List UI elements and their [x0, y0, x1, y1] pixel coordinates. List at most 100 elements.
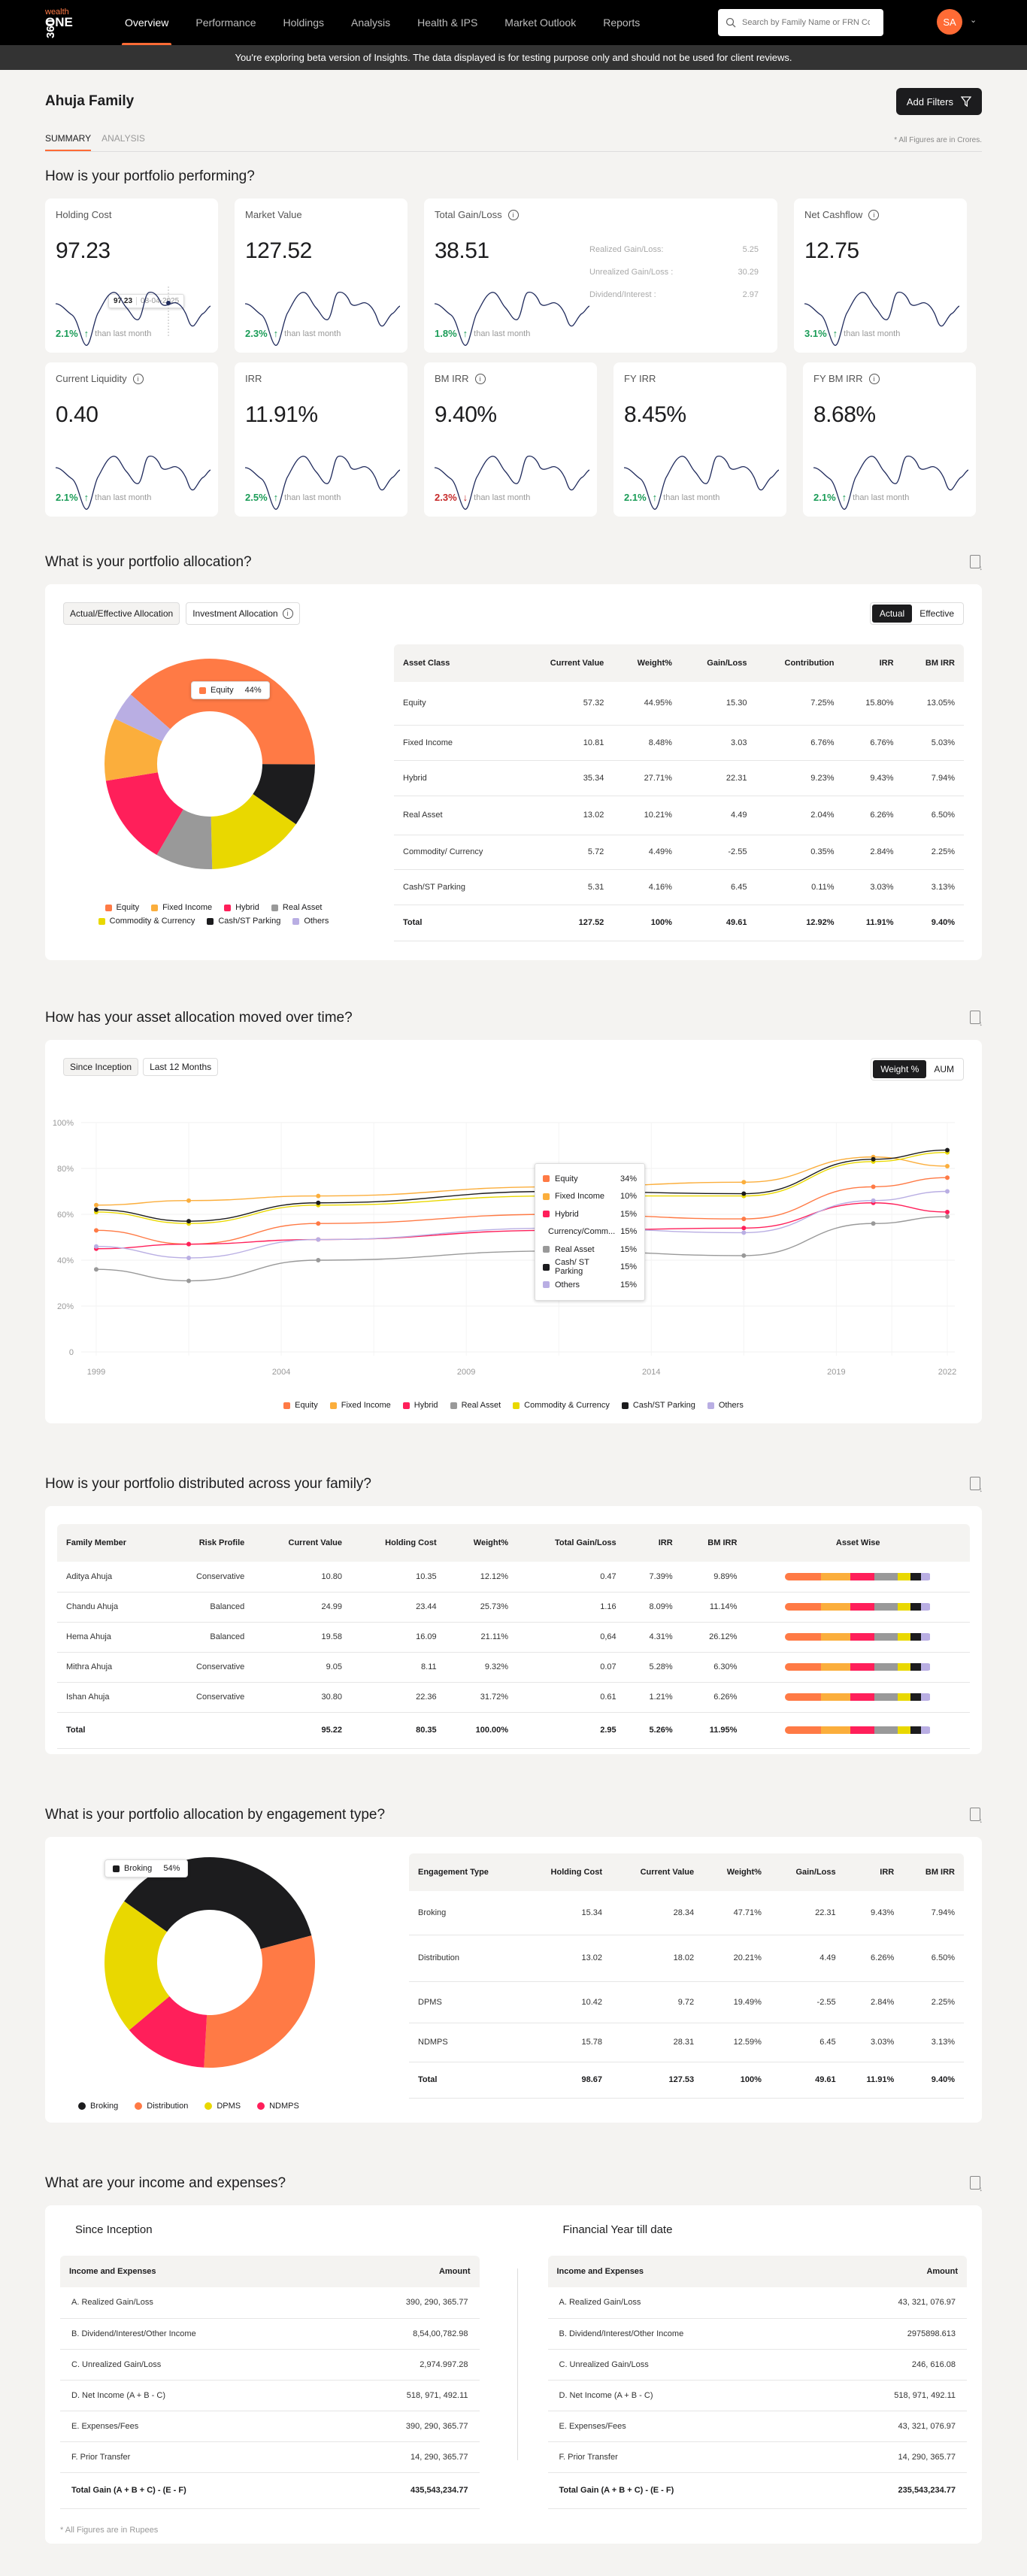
legend-item[interactable]: Real Asset — [271, 903, 323, 912]
asset-wise-bar[interactable] — [784, 1726, 932, 1734]
legend-item[interactable]: NDMPS — [257, 2102, 299, 2111]
table-row[interactable]: F. Prior Transfer 14, 290, 365.77 — [60, 2441, 480, 2473]
table-row[interactable]: Chandu Ahuja Balanced 24.99 23.44 25.73% 1.16… — [57, 1592, 970, 1623]
nav-item-market-outlook[interactable]: Market Outlook — [504, 17, 577, 29]
engagement-donut-chart[interactable] — [101, 1853, 319, 2071]
download-icon[interactable] — [968, 1011, 983, 1027]
table-row[interactable]: F. Prior Transfer 14, 290, 365.77 — [547, 2441, 967, 2473]
table-row[interactable]: Hema Ahuja Balanced 19.58 16.09 21.11% 0,64 4.… — [57, 1622, 970, 1653]
legend-item[interactable]: Cash/ST Parking — [207, 917, 280, 926]
table-row[interactable]: Real Asset 13.02 10.21% 4.49 2.04% 6.26% 6.50% — [394, 796, 964, 835]
nav-item-reports[interactable]: Reports — [603, 17, 641, 29]
series-line[interactable] — [95, 1190, 948, 1259]
user-avatar[interactable]: SA — [937, 9, 962, 35]
nav-item-health-ips[interactable]: Health & IPS — [417, 17, 478, 29]
allocation-line-chart[interactable]: 100% 80% 60% 40% 20% 0 1999 2004 2009 2014 2019 202… — [45, 1100, 982, 1386]
donut-slice[interactable] — [114, 694, 171, 741]
table-row[interactable]: E. Expenses/Fees 390, 290, 365.77 — [60, 2411, 480, 2442]
download-icon[interactable] — [968, 1808, 983, 1824]
table-row[interactable]: Cash/ST Parking 5.31 4.16% 6.45 0.11% 3.03% 3.… — [394, 869, 964, 905]
info-icon[interactable]: i — [868, 209, 880, 220]
nav-item-overview[interactable]: Overview — [111, 0, 182, 45]
download-icon[interactable] — [968, 555, 983, 571]
download-icon[interactable] — [968, 1477, 983, 1493]
table-row[interactable]: C. Unrealized Gain/Loss 2,974.997.28 — [60, 2349, 480, 2381]
download-icon[interactable] — [968, 2176, 983, 2193]
donut-slice[interactable] — [129, 1996, 208, 2068]
series-line[interactable] — [95, 1149, 948, 1222]
legend-item[interactable]: Commodity & Currency — [513, 1401, 610, 1410]
donut-slice[interactable] — [105, 772, 183, 855]
legend-item[interactable]: Others — [292, 917, 329, 926]
donut-slice[interactable] — [211, 794, 296, 869]
table-row[interactable]: D. Net Income (A + B - C) 518, 971, 492.1… — [60, 2380, 480, 2411]
table-row[interactable]: Commodity/ Currency 5.72 4.49% -2.55 0.35% 2.… — [394, 835, 964, 870]
table-row[interactable]: Distribution 13.02 18.02 20.21% 4.49 6.26% 6.5… — [409, 1935, 964, 1982]
last-12-months-pill[interactable]: Last 12 Months — [143, 1058, 219, 1076]
donut-slice[interactable] — [105, 1901, 170, 2031]
info-icon[interactable]: i — [474, 373, 486, 384]
nav-item-performance[interactable]: Performance — [195, 17, 256, 29]
legend-item[interactable]: Equity — [105, 903, 139, 912]
kpi-card-bm-irr: BM IRR i 9.40% 2.3% ↓ than last month — [424, 362, 597, 517]
asset-wise-bar[interactable] — [784, 1693, 932, 1701]
table-row[interactable]: Mithra Ahuja Conservative 9.05 8.11 9.32% 0.0… — [57, 1652, 970, 1683]
donut-slice[interactable] — [105, 718, 162, 781]
nav-item-holdings[interactable]: Holdings — [283, 17, 324, 29]
toggle-weight[interactable]: Weight % — [873, 1060, 927, 1078]
asset-wise-bar[interactable] — [784, 1603, 932, 1611]
actual-effective-allocation-pill[interactable]: Actual/Effective Allocation — [63, 602, 180, 625]
table-row[interactable]: Equity 57.32 44.95% 15.30 7.25% 15.80% 13.05% — [394, 682, 964, 726]
donut-slice[interactable] — [124, 1857, 312, 1950]
toggle-aum[interactable]: AUM — [934, 1064, 954, 1074]
table-row[interactable]: Fixed Income 10.81 8.48% 3.03 6.76% 6.76% 5.03… — [394, 725, 964, 761]
legend-item[interactable]: Fixed Income — [329, 1401, 391, 1410]
search-input[interactable] — [742, 18, 870, 27]
table-row[interactable]: Broking 15.34 28.34 47.71% 22.31 9.43% 7.94% — [409, 1891, 964, 1935]
tab-analysis[interactable]: ANALYSIS — [101, 133, 145, 144]
legend-item[interactable]: Distribution — [135, 2102, 188, 2111]
table-row[interactable]: C. Unrealized Gain/Loss 246, 616.08 — [547, 2349, 967, 2381]
chevron-down-icon[interactable]: ⌄ — [970, 16, 977, 25]
table-row[interactable]: D. Net Income (A + B - C) 518, 971, 492.1… — [547, 2380, 967, 2411]
series-line[interactable] — [95, 1216, 948, 1282]
legend-item[interactable]: Others — [707, 1401, 744, 1410]
table-row[interactable]: B. Dividend/Interest/Other Income 2975898… — [547, 2318, 967, 2350]
asset-wise-bar[interactable] — [784, 1633, 932, 1641]
legend-item[interactable]: Equity — [283, 1401, 318, 1410]
legend-item[interactable]: Cash/ST Parking — [621, 1401, 695, 1410]
table-row[interactable]: B. Dividend/Interest/Other Income 8,54,00… — [60, 2318, 480, 2350]
asset-wise-bar[interactable] — [784, 1663, 932, 1671]
logo[interactable]: wealth ONE 360 — [44, 0, 90, 45]
toggle-effective[interactable]: Effective — [919, 608, 954, 619]
table-row[interactable]: E. Expenses/Fees 43, 321, 076.97 — [547, 2411, 967, 2442]
legend-item[interactable]: DPMS — [204, 2102, 241, 2111]
asset-wise-bar[interactable] — [784, 1572, 932, 1580]
info-icon[interactable]: i — [132, 373, 144, 384]
info-icon[interactable]: i — [868, 373, 880, 384]
tab-summary[interactable]: SUMMARY — [45, 133, 92, 151]
legend-item[interactable]: Broking — [78, 2102, 118, 2111]
legend-item[interactable]: Commodity & Currency — [98, 917, 195, 926]
add-filters-button[interactable]: Add Filters — [895, 88, 982, 115]
table-row[interactable]: NDMPS 15.78 28.31 12.59% 6.45 3.03% 3.13% — [409, 2023, 964, 2062]
investment-allocation-pill[interactable]: Investment Allocation i — [186, 602, 300, 625]
nav-item-analysis[interactable]: Analysis — [351, 17, 391, 29]
donut-slice[interactable] — [253, 764, 315, 825]
table-row[interactable]: Hybrid 35.34 27.71% 22.31 9.23% 9.43% 7.94% — [394, 760, 964, 796]
legend-item[interactable]: Real Asset — [450, 1401, 501, 1410]
table-row[interactable]: DPMS 10.42 9.72 19.49% -2.55 2.84% 2.25% — [409, 1981, 964, 2023]
legend-item[interactable]: Fixed Income — [151, 903, 212, 912]
table-row[interactable]: Ishan Ahuja Conservative 30.80 22.36 31.72% 0… — [57, 1682, 970, 1713]
table-row[interactable]: A. Realized Gain/Loss 43, 321, 076.97 — [547, 2287, 967, 2319]
table-row[interactable]: Aditya Ahuja Conservative 10.80 10.35 12.12%… — [57, 1562, 970, 1593]
since-inception-pill[interactable]: Since Inception — [63, 1058, 139, 1076]
table-row[interactable]: A. Realized Gain/Loss 390, 290, 365.77 — [60, 2287, 480, 2319]
donut-slice[interactable] — [204, 1935, 315, 2068]
legend-item[interactable]: Hybrid — [224, 903, 259, 912]
series-line[interactable] — [95, 1151, 948, 1224]
donut-slice[interactable] — [156, 809, 213, 869]
toggle-actual[interactable]: Actual — [871, 605, 913, 623]
info-icon[interactable]: i — [507, 209, 519, 220]
legend-item[interactable]: Hybrid — [402, 1401, 438, 1410]
